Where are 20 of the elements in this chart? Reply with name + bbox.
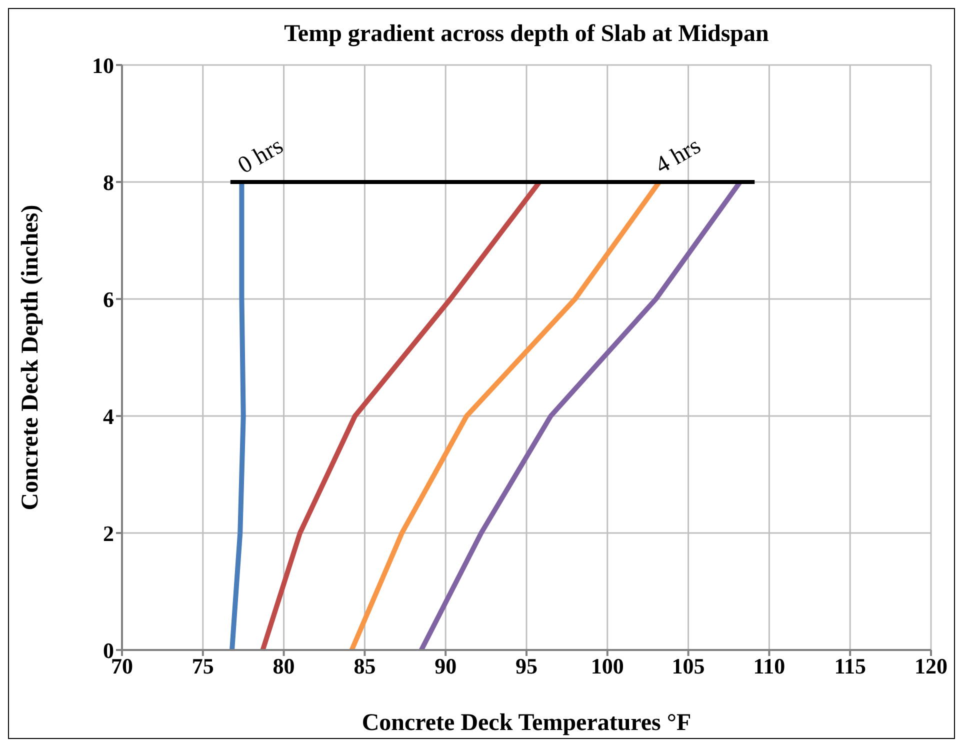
x-tick-label: 120 — [914, 654, 948, 679]
x-tick-label: 105 — [672, 654, 705, 679]
y-tick-label: 8 — [103, 170, 114, 195]
x-tick-label: 75 — [192, 654, 214, 679]
y-tick-label: 2 — [103, 520, 114, 546]
x-tick-label: 85 — [354, 654, 376, 679]
x-tick-label: 80 — [272, 654, 295, 679]
x-tick-label: 90 — [434, 654, 457, 679]
x-tick-label: 95 — [516, 654, 538, 679]
x-tick-label: 115 — [834, 654, 866, 679]
y-axis-title: Concrete Deck Depth (inches) — [18, 204, 44, 510]
y-tick-label: 6 — [103, 286, 114, 312]
chart-title: Temp gradient across depth of Slab at Midspan — [284, 21, 769, 47]
x-axis-title: Concrete Deck Temperatures °F — [362, 710, 692, 736]
x-tick-label: 100 — [590, 654, 624, 679]
x-tick-label: 110 — [753, 654, 786, 679]
y-tick-label: 4 — [103, 404, 114, 429]
annotation: 0 hrs — [234, 133, 288, 180]
annotation: 4 hrs — [651, 133, 706, 180]
y-tick-label: 10 — [92, 52, 114, 78]
